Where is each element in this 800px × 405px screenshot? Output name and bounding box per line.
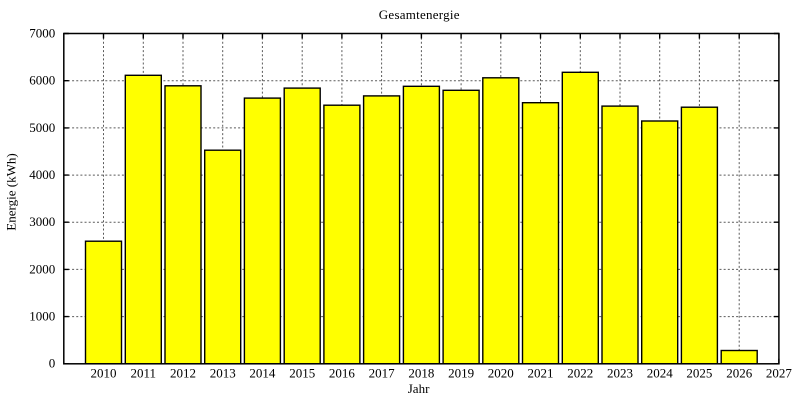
svg-text:2018: 2018: [408, 365, 434, 380]
svg-text:Energie (kWh): Energie (kWh): [4, 153, 19, 230]
svg-text:2025: 2025: [686, 365, 712, 380]
svg-text:2019: 2019: [448, 365, 474, 380]
svg-text:2026: 2026: [726, 365, 753, 380]
svg-text:3000: 3000: [29, 214, 55, 229]
svg-text:2010: 2010: [91, 365, 117, 380]
svg-text:2020: 2020: [488, 365, 514, 380]
svg-text:2011: 2011: [131, 365, 157, 380]
svg-text:Gesamtenergie: Gesamtenergie: [379, 7, 460, 22]
svg-text:6000: 6000: [29, 73, 55, 88]
svg-text:2024: 2024: [647, 365, 674, 380]
svg-text:2021: 2021: [528, 365, 554, 380]
svg-text:5000: 5000: [29, 120, 55, 135]
svg-text:2017: 2017: [369, 365, 396, 380]
svg-text:2016: 2016: [329, 365, 356, 380]
svg-text:2013: 2013: [210, 365, 236, 380]
svg-text:2000: 2000: [29, 261, 55, 276]
svg-text:2027: 2027: [766, 365, 793, 380]
svg-text:2012: 2012: [170, 365, 196, 380]
svg-text:2023: 2023: [607, 365, 633, 380]
svg-text:2022: 2022: [567, 365, 593, 380]
svg-text:2015: 2015: [289, 365, 315, 380]
svg-text:4000: 4000: [29, 167, 55, 182]
svg-text:0: 0: [49, 356, 56, 371]
svg-text:2014: 2014: [249, 365, 276, 380]
svg-text:Jahr: Jahr: [408, 381, 430, 396]
svg-text:1000: 1000: [29, 309, 55, 324]
svg-text:7000: 7000: [29, 25, 55, 40]
